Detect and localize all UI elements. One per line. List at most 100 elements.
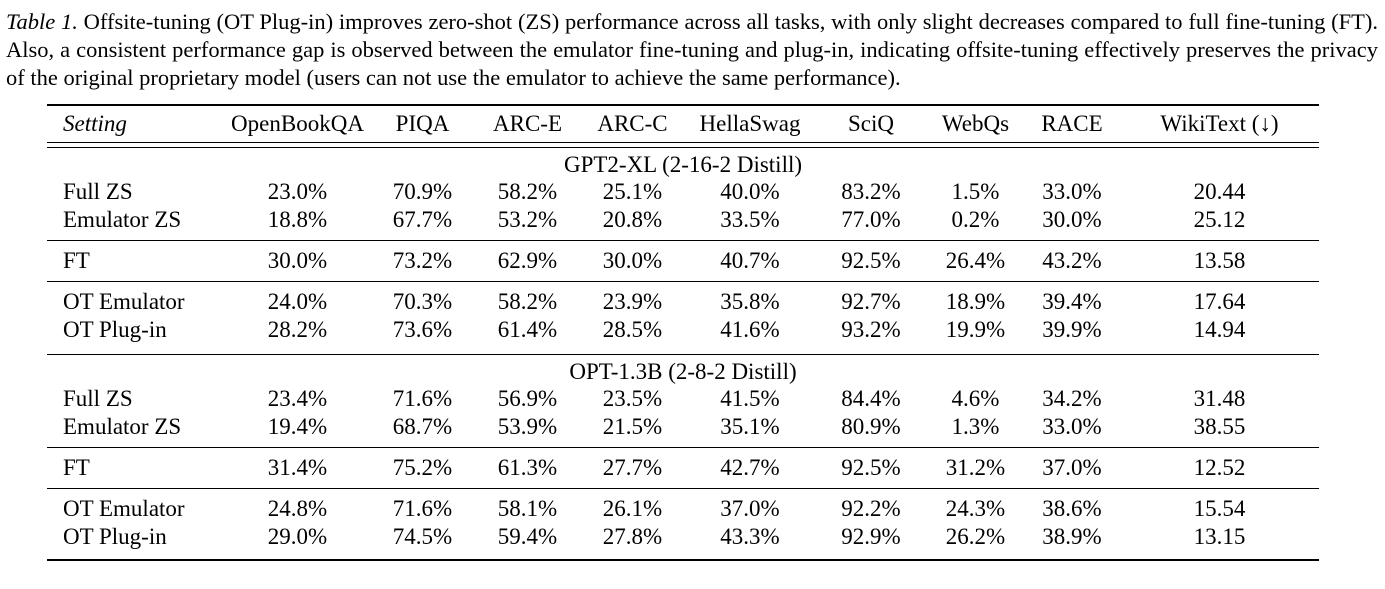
cell-wikitext: 12.52 [1120, 446, 1319, 488]
cell-hellaswag: 37.0% [685, 487, 815, 523]
cell-race: 34.2% [1042, 385, 1102, 411]
cell-piqa: 73.6% [392, 316, 453, 342]
col-header-hellaswag: HellaSwag [685, 104, 815, 143]
table-row: OT Emulator 24.8% 71.6% 58.1% 26.1% 37.0% 92.2… [47, 487, 1319, 523]
table-row: OT Plug-in 28.2% 73.6% 61.4% 28.5% 41.6% 93.2%… [47, 316, 1319, 350]
col-header-race: RACE [1024, 104, 1120, 143]
cell-race: 33.0% [1042, 178, 1102, 204]
cell-openbookqa: 24.8% [225, 487, 370, 523]
col-header-openbookqa: OpenBookQA [225, 104, 370, 143]
group-title-row: GPT2-XL (2-16-2 Distill) [47, 147, 1319, 178]
cell-hellaswag: 41.5% [720, 385, 780, 411]
cell-arc-e: 53.2% [497, 206, 558, 232]
cell-hellaswag: 35.1% [720, 413, 780, 439]
cell-openbookqa: 19.4% [267, 413, 328, 439]
cell-hellaswag: 33.5% [720, 206, 780, 232]
col-header-arc-c: ARC-C [580, 104, 685, 143]
cell-hellaswag: 43.3% [685, 522, 815, 561]
row-label-emulator-zs: Emulator ZS [63, 206, 182, 232]
cell-arc-e: 62.9% [475, 239, 580, 281]
row-label-full-zs: Full ZS [63, 178, 133, 204]
cell-webqs: 0.2% [951, 206, 1000, 232]
cell-arc-e: 61.4% [497, 316, 558, 342]
table-row: OT Emulator 24.0% 70.3% 58.2% 23.9% 35.8% 92.7… [47, 280, 1319, 316]
cell-webqs: 26.4% [927, 239, 1024, 281]
cell-piqa: 75.2% [370, 446, 475, 488]
double-rule [47, 142, 1319, 148]
caption-text: Offsite-tuning (OT Plug-in) improves zer… [6, 9, 1379, 90]
cell-sciq: 92.5% [815, 239, 927, 281]
cell-race: 39.9% [1042, 316, 1102, 342]
cell-openbookqa: 18.8% [267, 206, 328, 232]
cell-openbookqa: 24.0% [225, 280, 370, 316]
row-label-full-zs: Full ZS [63, 385, 133, 411]
cell-arc-c: 23.5% [602, 385, 663, 411]
cell-arc-e: 58.1% [475, 487, 580, 523]
cell-arc-e: 56.9% [497, 385, 558, 411]
cell-arc-c: 28.5% [602, 316, 663, 342]
cell-sciq: 83.2% [841, 178, 901, 204]
rule-cell [47, 142, 1319, 148]
cell-webqs: 26.2% [927, 522, 1024, 561]
cell-wikitext: 38.55 [1193, 413, 1246, 439]
cell-hellaswag: 40.0% [720, 178, 780, 204]
cell-sciq: 92.2% [815, 487, 927, 523]
cell-sciq: 92.7% [815, 280, 927, 316]
cell-sciq: 77.0% [841, 206, 901, 232]
caption-label: Table 1. [6, 9, 78, 34]
cell-piqa: 70.9% [392, 178, 453, 204]
cell-arc-e: 58.2% [497, 178, 558, 204]
cell-race: 38.6% [1024, 487, 1120, 523]
cell-arc-c: 21.5% [602, 413, 663, 439]
double-rule [47, 349, 1319, 355]
cell-piqa: 68.7% [392, 413, 453, 439]
cell-sciq: 84.4% [841, 385, 901, 411]
results-table: Setting OpenBookQA PIQA ARC-E ARC-C Hell… [47, 104, 1319, 561]
cell-piqa: 71.6% [392, 385, 453, 411]
table-row: OT Plug-in 29.0% 74.5% 59.4% 27.8% 43.3% 92.9%… [47, 522, 1319, 561]
cell-wikitext: 13.15 [1120, 522, 1319, 561]
cell-piqa: 71.6% [370, 487, 475, 523]
cell-openbookqa: 28.2% [267, 316, 328, 342]
cell-hellaswag: 42.7% [685, 446, 815, 488]
col-header-arc-e: ARC-E [475, 104, 580, 143]
table-row: Full ZS 23.0% 70.9% 58.2% 25.1% 40.0% 83.2% 1.5… [47, 178, 1319, 206]
cell-openbookqa: 23.4% [267, 385, 328, 411]
cell-webqs: 1.5% [951, 178, 1000, 204]
cell-webqs: 19.9% [945, 316, 1006, 342]
cell-wikitext: 20.44 [1193, 178, 1246, 204]
table-caption: Table 1. Offsite-tuning (OT Plug-in) imp… [6, 8, 1378, 92]
row-label-ot-emulator: OT Emulator [47, 280, 225, 316]
cell-arc-c: 26.1% [580, 487, 685, 523]
cell-webqs: 18.9% [927, 280, 1024, 316]
col-header-sciq: SciQ [815, 104, 927, 143]
cell-webqs: 4.6% [951, 385, 1000, 411]
cell-arc-c: 20.8% [602, 206, 663, 232]
cell-arc-c: 27.8% [580, 522, 685, 561]
cell-race: 37.0% [1024, 446, 1120, 488]
cell-piqa: 74.5% [370, 522, 475, 561]
cell-piqa: 67.7% [392, 206, 453, 232]
cell-openbookqa: 31.4% [225, 446, 370, 488]
cell-sciq: 92.9% [815, 522, 927, 561]
row-label-ot-emulator: OT Emulator [47, 487, 225, 523]
cell-wikitext: 25.12 [1193, 206, 1246, 232]
table-row: Full ZS 23.4% 71.6% 56.9% 23.5% 41.5% 84.4% 4.6… [47, 385, 1319, 413]
cell-wikitext: 31.48 [1193, 385, 1246, 411]
cell-wikitext: 13.58 [1120, 239, 1319, 281]
row-label-emulator-zs: Emulator ZS [63, 413, 182, 439]
cell-arc-e: 61.3% [475, 446, 580, 488]
cell-race: 30.0% [1042, 206, 1102, 232]
row-label-ot-plug-in: OT Plug-in [63, 316, 167, 342]
table-row: Emulator ZS 19.4% 68.7% 53.9% 21.5% 35.1% 80.9… [47, 413, 1319, 448]
cell-webqs: 31.2% [927, 446, 1024, 488]
cell-openbookqa: 30.0% [225, 239, 370, 281]
table-row: FT 30.0% 73.2% 62.9% 30.0% 40.7% 92.5% 26.4% 43.… [47, 239, 1319, 281]
group-title: GPT2-XL (2-16-2 Distill) [563, 151, 803, 177]
cell-race: 33.0% [1042, 413, 1102, 439]
rule-cell [47, 349, 1319, 355]
cell-race: 39.4% [1024, 280, 1120, 316]
cell-openbookqa: 23.0% [267, 178, 328, 204]
cell-wikitext: 17.64 [1120, 280, 1319, 316]
cell-arc-e: 53.9% [497, 413, 558, 439]
